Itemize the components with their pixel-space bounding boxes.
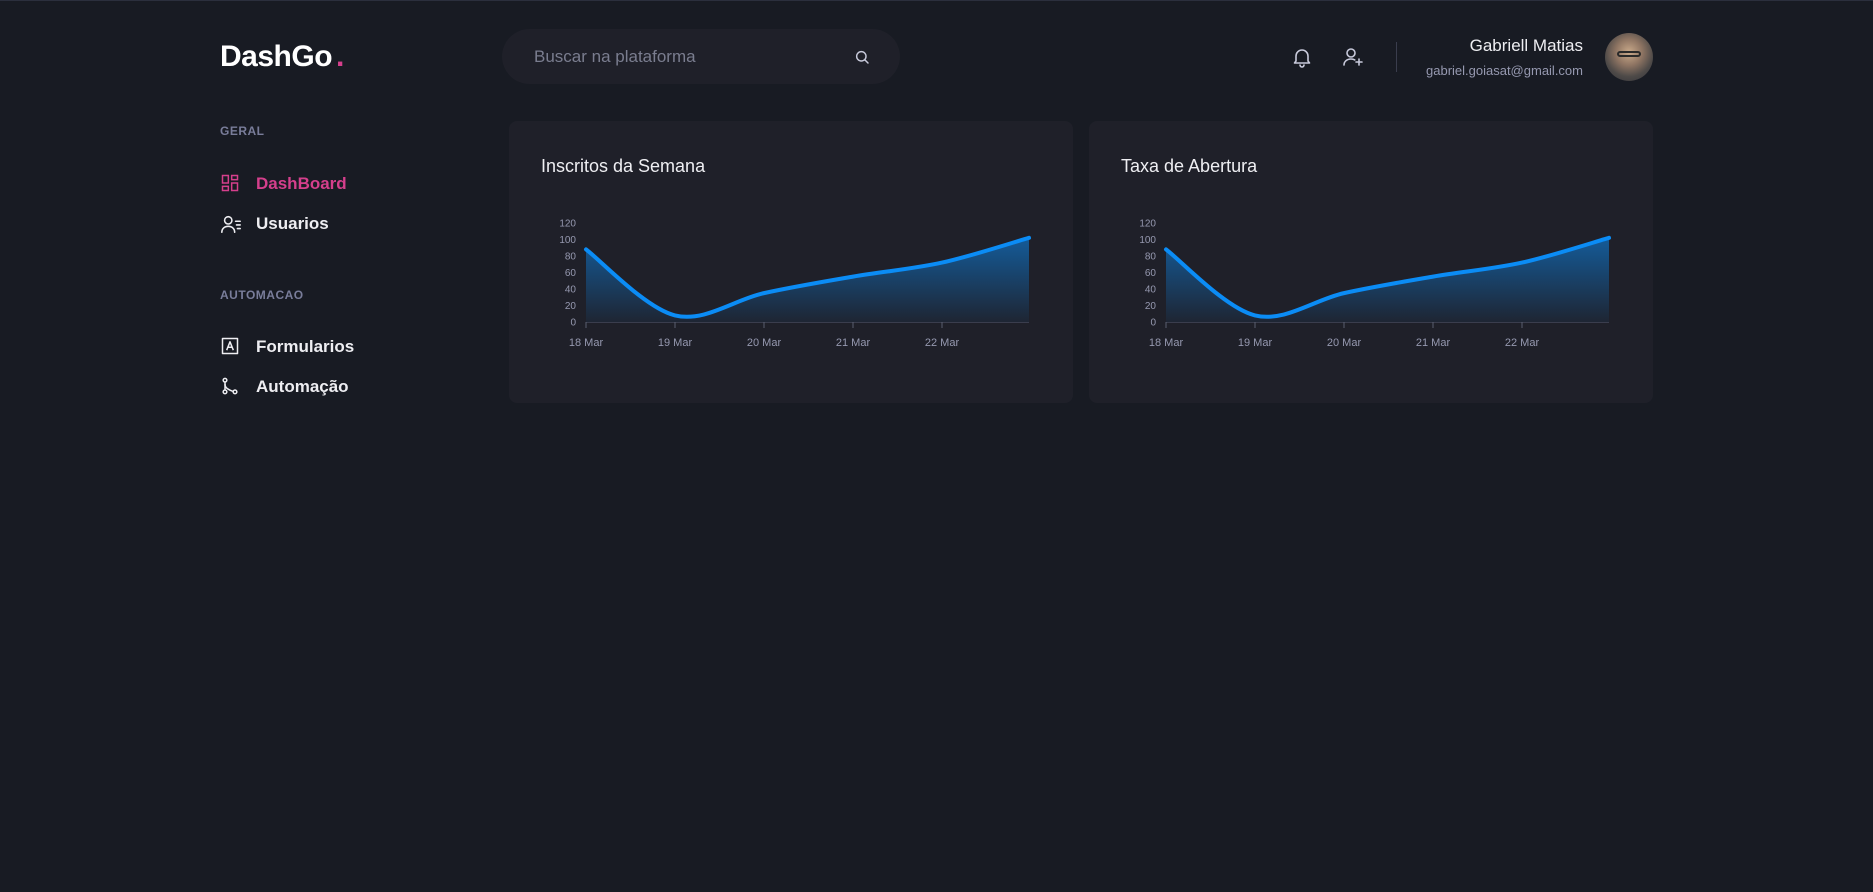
series-area: [586, 237, 1029, 322]
y-tick-label: 60: [1145, 268, 1157, 279]
x-tick-label: 18 Mar: [1149, 337, 1184, 349]
sidebar-item-label: Formularios: [256, 337, 355, 356]
bell-icon[interactable]: [1290, 45, 1314, 69]
y-tick-label: 120: [1139, 219, 1156, 230]
x-tick-label: 21 Mar: [1416, 337, 1451, 349]
sidebar-item-label: Usuarios: [256, 214, 329, 233]
chart-title: Taxa de Abertura: [1121, 156, 1258, 176]
form-icon: [220, 336, 242, 358]
sidebar-item-formularios[interactable]: Formularios: [220, 336, 354, 358]
x-tick-label: 18 Mar: [569, 337, 604, 349]
chart-inscritos: 0 20 40 60 80 100 120 18 Mar 19 Mar 20 Mar 21 Mar 2…: [559, 219, 1031, 349]
section-title-geral: GERAL: [220, 124, 265, 138]
search-input[interactable]: [532, 45, 854, 68]
dashboard-icon: [220, 173, 242, 195]
search-bar: [502, 29, 900, 84]
logo-dot: .: [336, 40, 344, 73]
section-title-automacao: AUTOMACAO: [220, 288, 304, 302]
sidebar-item-label: DashBoard: [256, 174, 347, 193]
top-border: [0, 0, 1873, 1]
series-area: [1166, 237, 1609, 322]
header-divider: [1396, 42, 1397, 72]
y-tick-label: 60: [565, 268, 577, 279]
x-tick-label: 22 Mar: [925, 337, 960, 349]
x-tick-label: 22 Mar: [1505, 337, 1540, 349]
user-profile[interactable]: Gabriell Matias gabriel.goiasat@gmail.co…: [1426, 34, 1583, 81]
x-tick-label: 20 Mar: [747, 337, 782, 349]
sidebar-item-usuarios[interactable]: Usuarios: [220, 213, 329, 235]
chart-title: Inscritos da Semana: [541, 156, 706, 176]
avatar[interactable]: [1605, 33, 1653, 81]
sidebar-item-dashboard[interactable]: DashBoard: [220, 173, 347, 195]
x-tick-label: 19 Mar: [1238, 337, 1273, 349]
chart-taxa: 0 20 40 60 80 100 120 18 Mar 19 Mar 20 Mar 21 Mar 2…: [1139, 219, 1611, 349]
x-tick-label: 20 Mar: [1327, 337, 1362, 349]
series-line: [584, 235, 1031, 319]
sidebar-item-automacao[interactable]: Automação: [220, 376, 349, 398]
y-tick-label: 40: [565, 285, 577, 296]
git-branch-icon: [220, 376, 242, 398]
y-tick-label: 40: [1145, 285, 1157, 296]
header-actions: [1290, 45, 1365, 69]
y-tick-label: 80: [1145, 252, 1157, 263]
logo[interactable]: DashGo.: [220, 40, 344, 74]
y-tick-label: 20: [1145, 301, 1157, 312]
users-list-icon: [220, 213, 242, 235]
search-icon[interactable]: [854, 49, 870, 65]
y-tick-label: 0: [1150, 318, 1156, 329]
y-tick-label: 100: [1139, 235, 1156, 246]
y-tick-label: 120: [559, 219, 576, 230]
chart-card-taxa: Taxa de Abertura 0 20 40 60 80 100 120 18 Mar 19…: [1089, 121, 1653, 403]
user-email: gabriel.goiasat@gmail.com: [1426, 63, 1583, 78]
x-tick-label: 21 Mar: [836, 337, 871, 349]
logo-text: DashGo: [220, 40, 333, 73]
sidebar-item-label: Automação: [256, 377, 349, 396]
x-tick-label: 19 Mar: [658, 337, 693, 349]
avatar-glasses: [1617, 51, 1641, 57]
y-tick-label: 100: [559, 235, 576, 246]
user-name: Gabriell Matias: [1469, 36, 1583, 55]
user-plus-icon[interactable]: [1341, 45, 1365, 69]
y-tick-label: 0: [570, 318, 576, 329]
y-tick-label: 20: [565, 301, 577, 312]
series-line: [1164, 235, 1611, 319]
chart-card-inscritos: Inscritos da Semana 0 20 40 60 80 100 120 18 Ma…: [509, 121, 1073, 403]
y-tick-label: 80: [565, 252, 577, 263]
